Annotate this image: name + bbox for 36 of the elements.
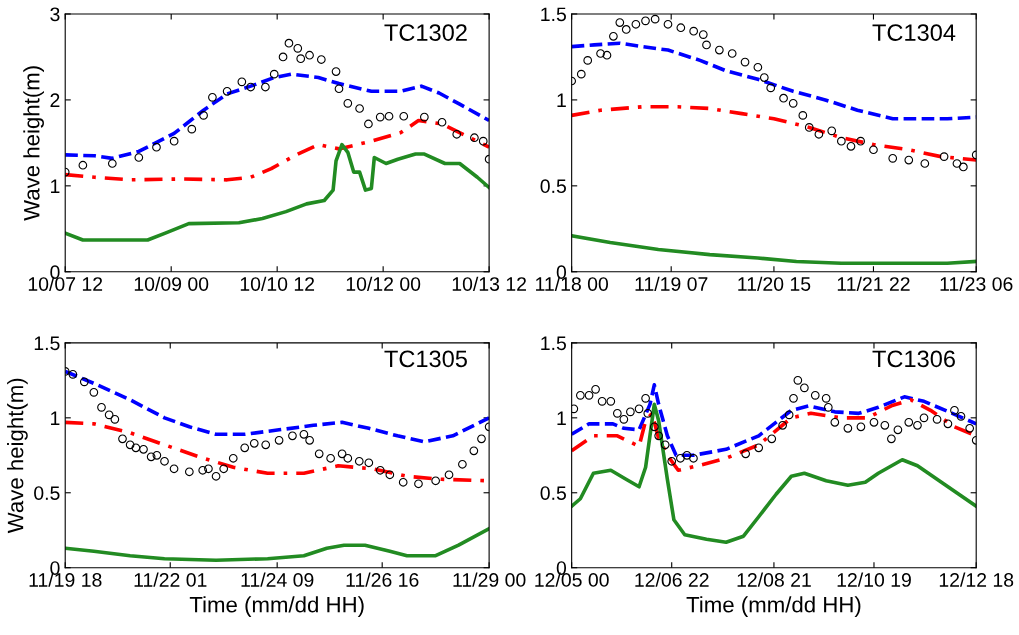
x-tick-label: 11/22 01	[134, 572, 207, 587]
x-tick-label: 11/26 16	[346, 572, 419, 587]
x-tick-label: 10/10 12	[240, 276, 315, 291]
annotation: TC1305	[384, 350, 467, 368]
x-tick-label: 12/08 21	[737, 572, 811, 587]
x-tick-label: 10/13 12	[452, 276, 526, 291]
x-tick-label: 11/19 07	[635, 276, 708, 291]
y-tick-label: 0.5	[540, 486, 566, 500]
y-tick-label: 1.5	[541, 7, 566, 22]
x-axis-title: Time (mm/dd HH)	[189, 596, 364, 617]
x-tick-label: 12/10 19	[837, 572, 911, 587]
x-tick-label: 10/09 00	[134, 276, 209, 291]
x-tick-label: 12/12 18	[939, 572, 1014, 587]
annotation: TC1306	[872, 350, 955, 368]
y-tick-label: 3	[50, 7, 60, 22]
y-tick-label: 1	[557, 411, 566, 425]
y-tick-label: 1.5	[541, 336, 566, 351]
y-axis-title: Wave height(m)	[7, 378, 28, 534]
annotation: TC1304	[872, 24, 956, 41]
y-tick-label: 1	[557, 93, 566, 107]
x-tick-label: 11/21 22	[837, 276, 910, 291]
annotation: TC1302	[384, 24, 467, 41]
x-tick-label: 10/12 00	[346, 276, 421, 291]
x-tick-label: 11/23 06	[940, 276, 1013, 291]
x-axis-title: Time (mm/dd HH)	[686, 596, 861, 617]
x-tick-label: 11/20 15	[738, 276, 811, 291]
y-tick-label: 2	[50, 93, 60, 107]
x-tick-label: 12/06 22	[635, 572, 709, 587]
y-tick-label: 0.5	[540, 179, 566, 194]
y-tick-label: 1.5	[34, 336, 60, 351]
y-tick-label: 1	[51, 179, 60, 193]
x-tick-label: 11/29 00	[453, 572, 526, 587]
y-axis-title: Wave height(m)	[23, 66, 44, 221]
y-tick-label: 0.5	[34, 486, 60, 500]
x-tick-label: 11/24 09	[241, 572, 314, 587]
y-tick-label: 1	[51, 411, 60, 425]
